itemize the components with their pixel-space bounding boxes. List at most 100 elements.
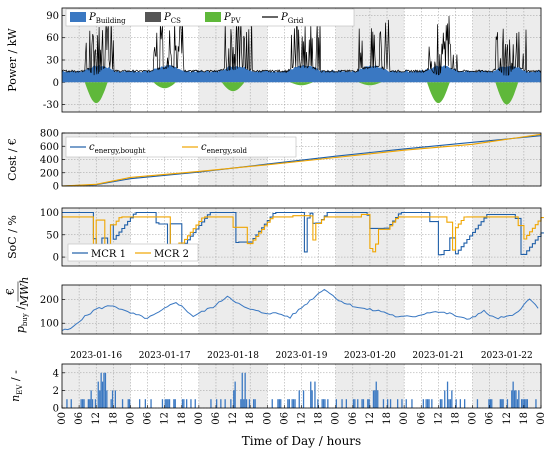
area-pv [426,82,450,104]
x-tick-label: 12 [160,412,171,425]
line-grid [61,15,542,77]
legend-label: PCS [163,12,181,25]
panel-frame-3 [61,284,542,335]
y-tick-label: 60 [46,33,59,44]
bar-ev [166,399,168,408]
y-axis-label: nEV / - [9,370,24,402]
bar-ev [294,399,296,408]
date-label: 2023-01-21 [412,351,464,361]
bar-ev [361,399,363,408]
bar-ev [464,399,466,408]
bar-ev [523,399,526,408]
bar-ev [139,399,141,408]
y-tick-label: 200 [40,295,59,306]
bar-ev [377,390,379,408]
y-axis-label: Power / kW [6,28,19,92]
bar-ev [80,399,82,408]
x-tick-label: 12 [433,412,444,425]
bar-ev [428,399,430,408]
bar-ev [302,390,305,408]
area-pv [221,82,245,92]
panel-frame-2 [61,207,542,267]
bar-ev [526,399,528,408]
y-unit-num: € [4,288,17,296]
y-axis-label: SoC / % [6,215,19,259]
bar-ev [516,399,519,408]
y-tick-label: 600 [40,142,59,153]
x-tick-label: 06 [485,412,496,425]
x-tick-label: 12 [228,412,239,425]
bar-ev [389,399,392,408]
bar-ev [425,399,427,408]
bar-ev [382,399,385,408]
bar-ev [449,399,452,408]
area-building [62,64,541,83]
bar-ev [70,399,72,408]
bar-ev [233,390,235,408]
legend-label: PBuilding [88,12,126,25]
line-bought [61,135,542,187]
bar-ev [110,399,112,408]
y-tick-label: 4 [53,368,59,379]
x-tick-label: 12 [502,412,513,425]
panel-frame-4 [61,363,542,409]
bar-ev [230,399,232,408]
bar-ev [101,381,104,408]
bar-ev [287,399,289,408]
bar-ev [476,399,479,408]
bar-ev [327,399,329,408]
bar-ev [277,399,279,408]
bar-ev [87,399,89,408]
bar-ev [245,399,248,408]
area-pv [153,82,176,89]
bar-ev [216,399,218,408]
date-label: 2023-01-19 [276,351,328,361]
bar-ev [345,399,347,408]
bar-ev [459,399,461,408]
bar-ev [499,399,501,408]
bar-ev [368,399,370,408]
bar-ev [317,399,319,408]
bar-ev [280,399,282,408]
panel-frame-0 [61,7,542,113]
legend-swatch [70,12,86,22]
bar-ev [168,399,171,408]
bar-ev [167,399,169,408]
y-tick-label: 2 [53,386,59,397]
bar-ev [448,399,450,408]
bar-ev [374,390,376,408]
bar-ev [99,390,101,408]
panel-frame-1 [61,132,542,187]
x-tick-label: 06 [211,412,222,425]
bar-ev [515,390,517,408]
bar-ev [431,399,433,408]
x-tick-label: 12 [297,412,308,425]
bar-ev [210,399,212,408]
legend-soc: MCR 1 MCR 2 [67,243,199,262]
bar-ev [422,399,424,408]
bar-ev [186,399,188,408]
bar-ev [352,399,355,408]
bar-ev [291,399,293,408]
bar-ev [127,399,129,408]
y-tick-label: 400 [40,155,59,166]
bar-ev [183,399,185,408]
bar-ev [401,399,403,408]
x-tick-label: 00 [125,412,136,425]
bar-ev [104,372,107,408]
area-pv [358,82,382,86]
bar-ev [298,390,300,408]
bar-ev [271,399,273,408]
bar-ev [441,399,443,408]
bar-ev [292,399,295,408]
y-tick-label: 800 [40,129,59,140]
bar-ev [129,399,131,408]
bar-ev [278,399,280,408]
y-tick-label: 100 [40,208,59,219]
x-tick-label: 18 [177,412,188,425]
x-tick-label: 06 [279,412,290,425]
line-sold [61,133,542,187]
bar-ev [357,399,359,408]
bar-ev [82,399,84,408]
y-tick-label: 100 [40,319,59,330]
